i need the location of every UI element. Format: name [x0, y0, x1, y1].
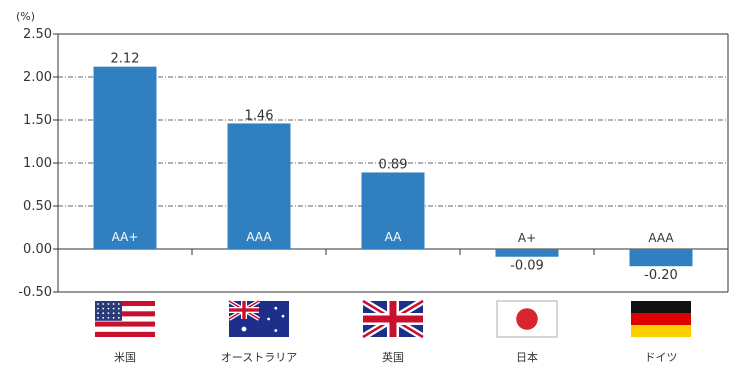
category-label: ドイツ [645, 351, 678, 364]
rating-label: AA [385, 230, 403, 244]
y-tick-label: 1.00 [23, 156, 52, 171]
y-tick-label: 2.50 [23, 27, 52, 42]
rating-label: AAA [246, 230, 272, 244]
value-label: -0.09 [510, 259, 544, 274]
category-label: オーストラリア [221, 351, 297, 364]
category-label: 英国 [382, 350, 404, 364]
us-flag [95, 301, 155, 337]
bar [629, 249, 693, 267]
value-label: 0.89 [379, 157, 408, 172]
value-label: 1.46 [245, 108, 274, 123]
y-tick-label: 2.00 [23, 70, 52, 85]
bar [495, 249, 559, 257]
rating-label: AAA [648, 231, 674, 245]
category-label: 日本 [516, 350, 538, 364]
rating-label: A+ [518, 231, 536, 245]
category-label: 米国 [114, 351, 136, 364]
bar [361, 172, 425, 249]
japan-flag [496, 300, 558, 338]
uk-flag [361, 297, 425, 341]
category-labels: 米国 オーストラリア 英国 日本 ドイツ [114, 350, 678, 364]
y-axis-tick-labels: 2.50 2.00 1.50 1.00 0.50 0.00 -0.50 [18, 27, 58, 300]
y-tick-label: 0.00 [23, 242, 52, 257]
value-label: 2.12 [111, 52, 140, 67]
y-axis-unit-label: (%) [16, 10, 35, 23]
y-tick-label: 0.50 [23, 199, 52, 214]
country-flags [95, 297, 691, 341]
bar [93, 66, 157, 250]
bar [227, 123, 291, 249]
value-label: -0.20 [644, 268, 678, 283]
australia-flag [227, 299, 289, 337]
y-tick-label: -0.50 [18, 285, 52, 300]
rating-label: AA+ [112, 230, 139, 244]
bars: 2.12 AA+ 1.46 AAA 0.89 AA -0.09 A+ -0.20 AAA [93, 52, 693, 283]
germany-flag [631, 301, 691, 337]
y-tick-label: 1.50 [23, 113, 52, 128]
